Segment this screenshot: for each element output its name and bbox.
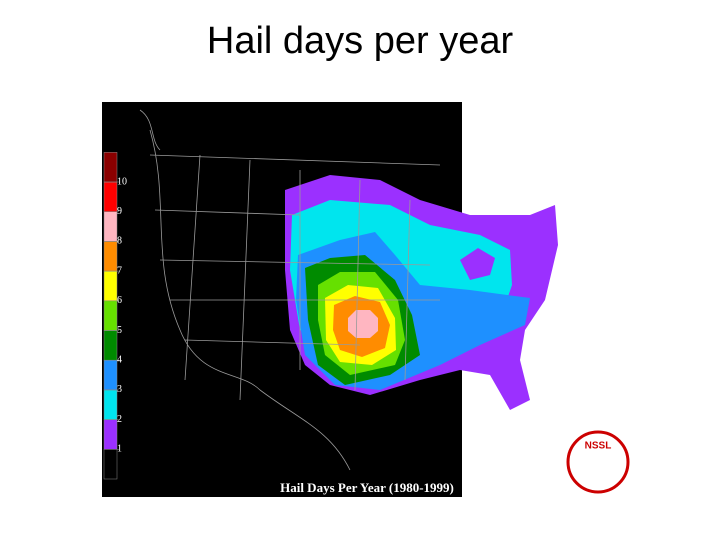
- legend-swatch: [103, 330, 118, 361]
- legend-swatch: [103, 241, 118, 272]
- legend-label: 7: [117, 265, 122, 276]
- logo-text: NSSL: [585, 441, 612, 452]
- legend-label: 8: [117, 236, 122, 247]
- slide-title: Hail days per year: [206, 20, 514, 62]
- logo-badge: [566, 430, 630, 494]
- legend-label: 9: [117, 206, 122, 217]
- legend-swatch: [103, 300, 118, 331]
- map-caption: Hail Days Per Year (1980-1999): [280, 480, 454, 495]
- legend: 1 2 3 4 5 6 7 8 9 10: [103, 152, 127, 480]
- hail-contour: [348, 310, 378, 338]
- legend-swatch: [103, 359, 118, 391]
- legend-swatch: [103, 449, 118, 480]
- contours: [285, 175, 558, 410]
- legend-swatch: [103, 181, 118, 212]
- legend-label: 1: [117, 444, 122, 455]
- legend-label: 3: [117, 384, 122, 395]
- borders: [139, 109, 441, 471]
- legend-label: 2: [117, 414, 122, 425]
- legend-label: 6: [117, 295, 122, 306]
- legend-swatch: [103, 389, 118, 420]
- legend-label: 10: [117, 176, 127, 187]
- legend-label: 5: [117, 325, 122, 336]
- legend-swatch: [103, 211, 118, 242]
- legend-label: 4: [117, 354, 122, 365]
- legend-swatch: [103, 152, 118, 183]
- hail-contour: [460, 248, 495, 280]
- legend-swatch: [103, 419, 118, 450]
- legend-swatch: [103, 270, 118, 302]
